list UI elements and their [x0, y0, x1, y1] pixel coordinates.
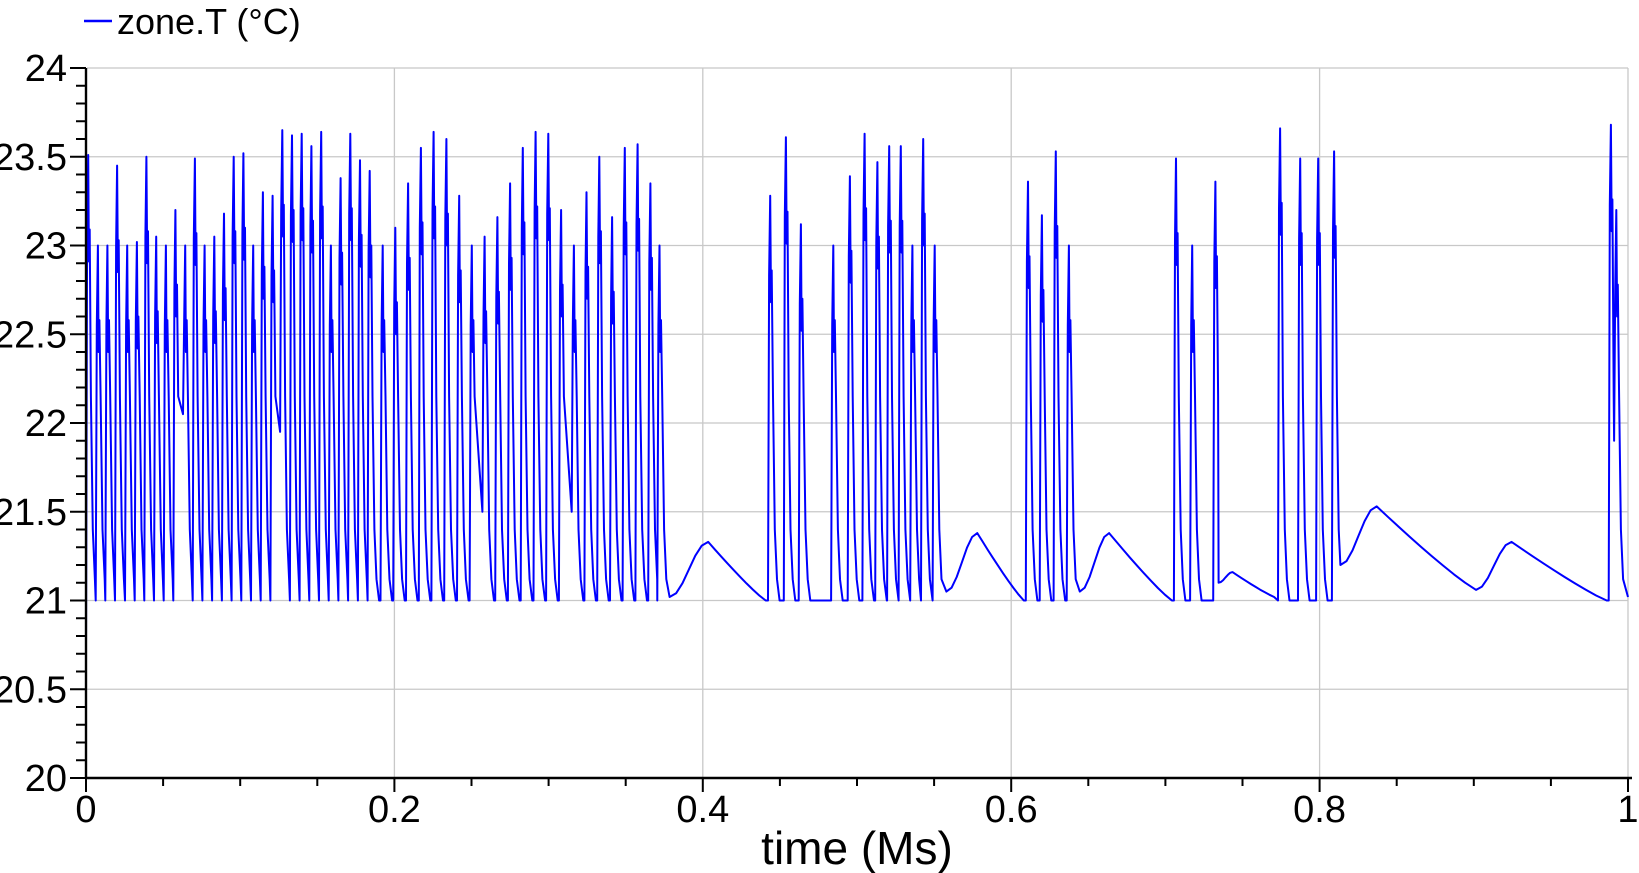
legend: zone.T (°C) — [84, 1, 301, 42]
x-tick-labels: 0 0.2 0.4 0.6 0.8 1 — [75, 789, 1638, 831]
y-tick-label: 20 — [25, 758, 67, 800]
y-tick-labels: 20 20.5 21 21.5 22 22.5 23 23.5 24 — [0, 48, 67, 800]
x-tick-label: 0 — [75, 789, 96, 831]
y-tick-label: 21 — [25, 581, 67, 623]
y-tick-label: 24 — [25, 48, 67, 90]
axis-ticks — [70, 67, 1629, 792]
x-tick-label: 0.6 — [985, 789, 1038, 831]
series-line-zone-T — [85, 123, 1629, 645]
y-tick-label: 23.5 — [0, 137, 67, 179]
y-tick-label: 22.5 — [0, 314, 67, 356]
x-tick-label: 1 — [1617, 789, 1638, 831]
x-axis-title: time (Ms) — [761, 822, 953, 873]
y-tick-label: 20.5 — [0, 669, 67, 711]
y-tick-label: 22 — [25, 403, 67, 445]
x-tick-label: 0.4 — [676, 789, 729, 831]
legend-label: zone.T (°C) — [117, 1, 301, 42]
x-tick-label: 0.8 — [1293, 789, 1346, 831]
y-tick-label: 21.5 — [0, 492, 67, 534]
y-tick-label: 23 — [25, 226, 67, 268]
series-layer — [85, 123, 1629, 645]
x-tick-label: 0.2 — [368, 789, 421, 831]
